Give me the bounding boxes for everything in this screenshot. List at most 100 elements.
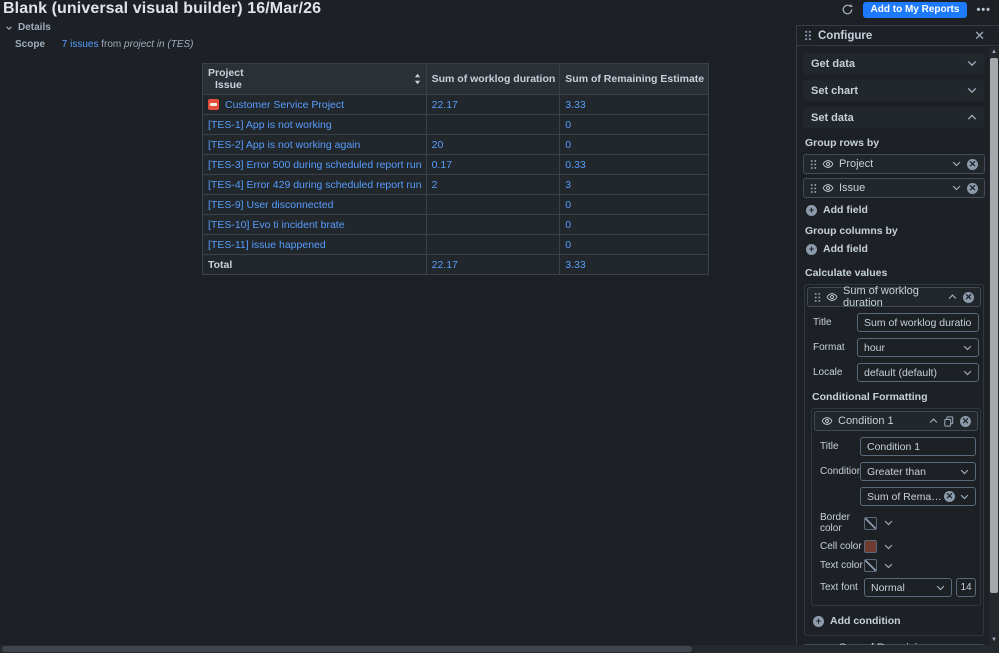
sort-icon[interactable]: [414, 73, 421, 85]
issue-link[interactable]: [TES-3] Error 500 during scheduled repor…: [208, 158, 422, 171]
details-toggle[interactable]: Details: [5, 22, 51, 33]
drag-handle-icon[interactable]: [814, 292, 821, 303]
issue-link[interactable]: [TES-11] issue happened: [208, 238, 326, 251]
field-chip-project[interactable]: Project ✕: [803, 154, 985, 174]
cell-color-swatch[interactable]: [864, 540, 877, 553]
hscrollbar-thumb[interactable]: [2, 646, 692, 652]
table-header-row: Project Issue Sum of worklog duration Su…: [202, 63, 710, 95]
project-link[interactable]: Customer Service Project: [225, 98, 345, 111]
estimate-value[interactable]: 0: [565, 198, 572, 211]
refresh-button[interactable]: [839, 1, 856, 18]
estimate-value[interactable]: 0.33: [565, 158, 586, 171]
more-actions-button[interactable]: •••: [974, 3, 993, 17]
conditional-formatting-label: Conditional Formatting: [812, 391, 928, 403]
copy-icon[interactable]: [944, 415, 954, 427]
cell-color-label: Cell color: [820, 541, 862, 552]
configure-panel: Configure ✕ Get data Set chart Set data …: [796, 25, 999, 645]
issue-cell: [TES-2] App is not working again: [202, 134, 427, 155]
remove-icon[interactable]: ✕: [967, 158, 978, 170]
duration-value[interactable]: 2: [431, 178, 438, 191]
field-chip-issue[interactable]: Issue ✕: [803, 178, 985, 198]
duration-value[interactable]: 20: [431, 138, 444, 151]
add-to-my-reports-button[interactable]: Add to My Reports: [862, 1, 968, 18]
chevron-down-icon: [963, 345, 972, 351]
estimate-value[interactable]: 0: [565, 118, 572, 131]
horizontal-scrollbar[interactable]: [0, 645, 999, 653]
estimate-value[interactable]: 3: [565, 178, 572, 191]
issue-link[interactable]: [TES-2] App is not working again: [208, 138, 361, 151]
chevron-down-icon[interactable]: [952, 161, 961, 167]
chevron-down-icon[interactable]: [884, 520, 893, 526]
scroll-down-icon[interactable]: ▼: [991, 637, 997, 643]
column-header-remaining[interactable]: Sum of Remaining Estimate: [559, 63, 710, 95]
chevron-down-icon[interactable]: [884, 563, 893, 569]
remove-icon[interactable]: ✕: [960, 415, 971, 427]
column-header-project-issue[interactable]: Project Issue: [202, 63, 427, 95]
duration-cell: 22.17: [425, 94, 561, 115]
configure-panel-header: Configure ✕: [797, 26, 999, 46]
more-icon: •••: [976, 3, 991, 16]
drag-handle-icon[interactable]: [804, 30, 812, 41]
total-duration-value[interactable]: 22.17: [431, 258, 458, 271]
add-field-columns-button[interactable]: + Add field: [806, 243, 985, 255]
compare-field-select[interactable]: Sum of Remaining Est... ✕: [860, 487, 976, 506]
add-condition-button[interactable]: + Add condition: [813, 615, 981, 627]
chevron-up-icon[interactable]: [948, 294, 957, 300]
scope-issues-link[interactable]: 7 issues: [61, 39, 99, 50]
eye-icon[interactable]: [822, 182, 834, 194]
value-chip-worklog[interactable]: Sum of worklog duration ✕: [807, 285, 981, 309]
section-get-data[interactable]: Get data: [803, 53, 985, 74]
section-set-data[interactable]: Set data: [803, 107, 985, 128]
estimate-value[interactable]: 0: [565, 218, 572, 231]
estimate-value[interactable]: 0: [565, 238, 572, 251]
format-select[interactable]: hour: [857, 338, 979, 357]
chevron-down-icon: [963, 370, 972, 376]
condition-title-input[interactable]: [860, 437, 976, 456]
total-estimate-cell: 3.33: [559, 254, 710, 275]
estimate-value[interactable]: 3.33: [565, 98, 586, 111]
drag-handle-icon[interactable]: [810, 183, 817, 194]
value-title-input[interactable]: [857, 313, 979, 332]
chevron-down-icon: [936, 585, 945, 591]
scroll-up-icon[interactable]: ▲: [991, 49, 997, 55]
chevron-down-icon[interactable]: [884, 544, 893, 550]
estimate-value[interactable]: 0: [565, 138, 572, 151]
locale-select[interactable]: default (default): [857, 363, 979, 382]
add-field-rows-button[interactable]: + Add field: [806, 204, 985, 216]
close-panel-button[interactable]: ✕: [968, 28, 991, 43]
condition-title-row: Title: [820, 437, 976, 456]
format-field-row: Format hour: [813, 338, 979, 357]
estimate-cell: 0: [559, 214, 710, 235]
remove-icon[interactable]: ✕: [967, 182, 978, 194]
total-estimate-value[interactable]: 3.33: [565, 258, 586, 271]
duration-value[interactable]: 22.17: [431, 98, 458, 111]
font-size-input[interactable]: [956, 578, 976, 597]
issue-link[interactable]: [TES-4] Error 429 during scheduled repor…: [208, 178, 422, 191]
duration-value[interactable]: 0.17: [431, 158, 453, 171]
remove-icon[interactable]: ✕: [963, 291, 974, 303]
drag-handle-icon[interactable]: [810, 159, 817, 170]
section-set-chart[interactable]: Set chart: [803, 80, 985, 101]
condition-operator-select[interactable]: Greater than: [860, 462, 976, 481]
eye-icon[interactable]: [826, 291, 838, 303]
text-color-swatch[interactable]: [864, 559, 877, 572]
eye-icon[interactable]: [821, 415, 833, 427]
panel-scrollbar[interactable]: ▲ ▼: [989, 47, 999, 645]
clear-icon[interactable]: ✕: [944, 491, 955, 502]
issue-link[interactable]: [TES-9] User disconnected: [208, 198, 334, 211]
eye-icon[interactable]: [822, 158, 834, 170]
issue-link[interactable]: [TES-10] Evo ti incident brate: [208, 218, 345, 231]
border-color-swatch[interactable]: [864, 516, 877, 530]
column-header-worklog[interactable]: Sum of worklog duration: [425, 63, 561, 95]
close-icon: ✕: [974, 28, 985, 43]
condition-chip[interactable]: Condition 1 ✕: [814, 411, 978, 431]
text-font-select[interactable]: Normal: [864, 578, 952, 597]
scrollbar-thumb[interactable]: [990, 58, 998, 593]
chevron-up-icon[interactable]: [929, 418, 938, 424]
value-chip-remaining[interactable]: Sum of Remaining Estimate ✕: [803, 642, 985, 645]
total-duration-cell: 22.17: [425, 254, 561, 275]
worklog-value-config: Sum of worklog duration ✕ Title Format h…: [804, 284, 984, 636]
issue-link[interactable]: [TES-1] App is not working: [208, 118, 332, 131]
chevron-down-icon[interactable]: [952, 185, 961, 191]
table-row: [TES-10] Evo ti incident brate 0: [202, 214, 710, 235]
